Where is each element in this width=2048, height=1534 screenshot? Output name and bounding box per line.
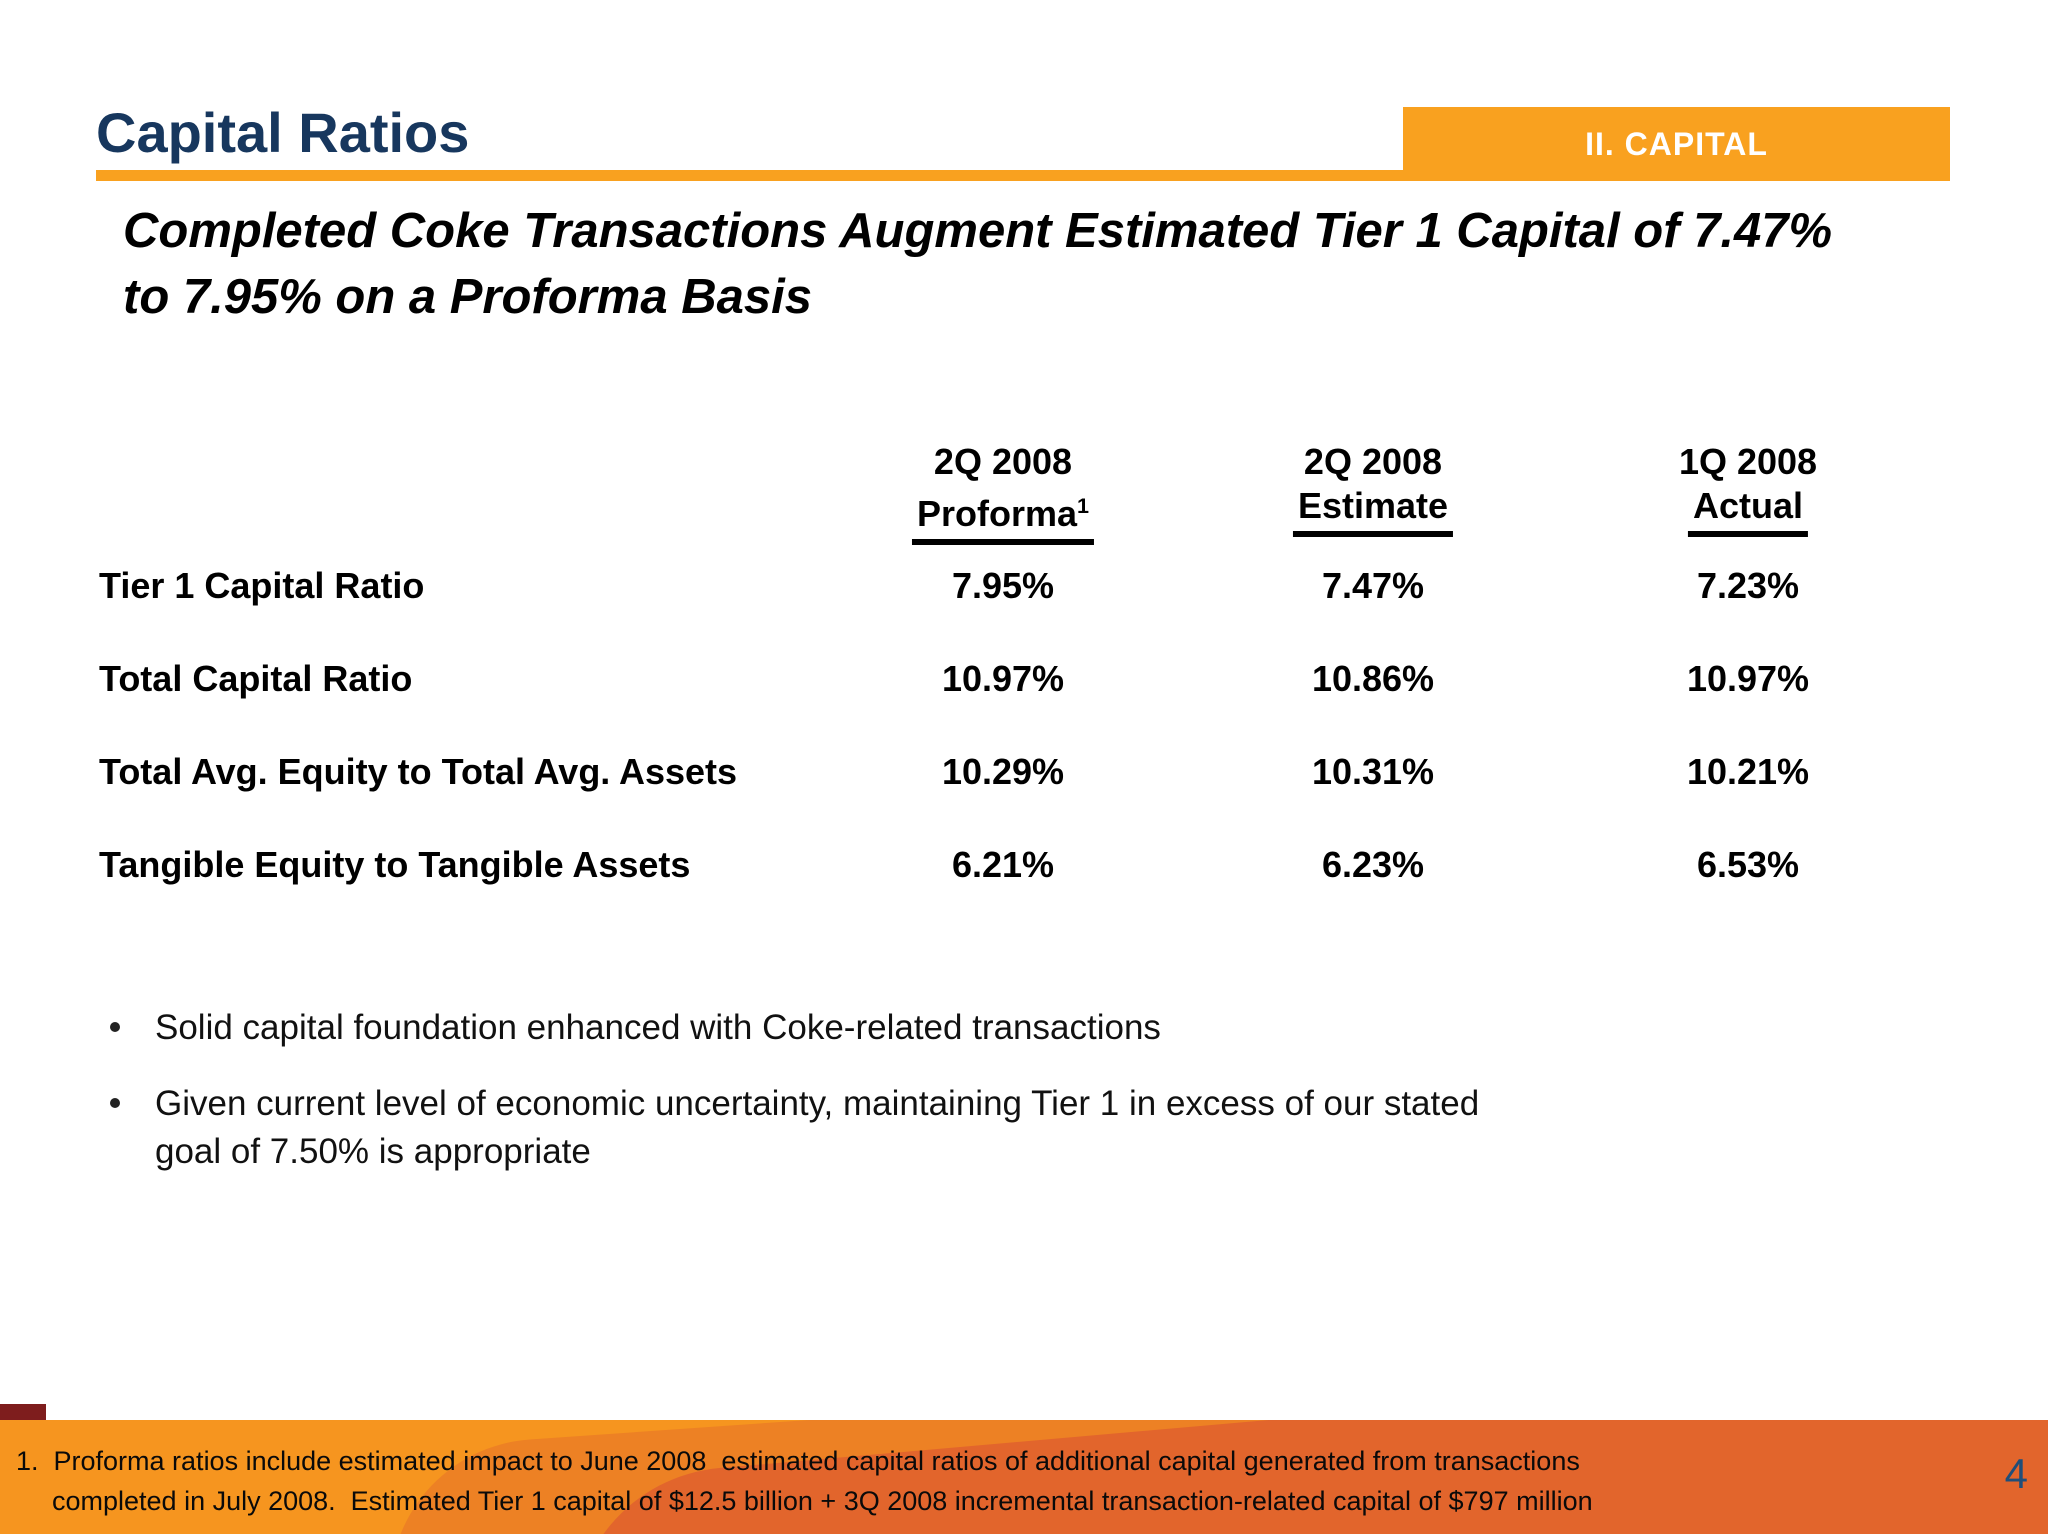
cell-value: 10.31% (1311, 751, 1435, 792)
row-label: Tier 1 Capital Ratio (99, 565, 425, 606)
headline-line-1: Completed Coke Transactions Augment Esti… (123, 204, 1833, 258)
section-badge-label: II. CAPITAL (1585, 125, 1768, 162)
bullet-text-line: Solid capital foundation enhanced with C… (155, 1008, 1161, 1047)
footnote-line-1: 1. Proforma ratios include estimated imp… (16, 1446, 1580, 1476)
footer: 1. Proforma ratios include estimated imp… (0, 1420, 2048, 1534)
column-header-period: 2Q 2008 (933, 441, 1073, 482)
headline-line-2: to 7.95% on a Proforma Basis (123, 270, 812, 324)
column-header-label: Proforma1 (911, 484, 1095, 545)
cell-value: 6.21% (951, 844, 1055, 885)
cell-value: 7.47% (1321, 565, 1425, 606)
bullet-dot (110, 1098, 120, 1108)
bullet-text-line: Given current level of economic uncertai… (155, 1084, 1480, 1123)
footnote-line-2: completed in July 2008. Estimated Tier 1… (52, 1486, 1593, 1516)
page-number: 4 (2004, 1450, 2028, 1497)
row-label: Total Avg. Equity to Total Avg. Assets (99, 751, 738, 792)
column-header-actual: 1Q 2008 Actual (1679, 440, 1817, 537)
section-badge: II. CAPITAL (1403, 107, 1950, 181)
cell-value: 7.95% (951, 565, 1055, 606)
footnote-marker: 1 (1077, 493, 1090, 518)
row-label: Total Capital Ratio (99, 658, 413, 699)
cell-value: 6.23% (1321, 844, 1425, 885)
bullet-item: Given current level of economic uncertai… (155, 1080, 1479, 1176)
table-row: Tangible Equity to Tangible Assets 6.21%… (0, 844, 2048, 888)
column-header-estimate: 2Q 2008 Estimate (1292, 440, 1454, 537)
page-title: Capital Ratios (96, 101, 470, 164)
table-row: Tier 1 Capital Ratio 7.95% 7.47% 7.23% (0, 565, 2048, 609)
cell-value: 10.21% (1686, 751, 1810, 792)
column-header-period: 1Q 2008 (1678, 441, 1818, 482)
column-header-proforma: 2Q 2008 Proforma1 (911, 440, 1095, 545)
cell-value: 10.97% (1686, 658, 1810, 699)
bullet-dot (110, 1022, 120, 1032)
table-row: Total Avg. Equity to Total Avg. Assets 1… (0, 751, 2048, 795)
maroon-accent-shape (0, 1404, 46, 1424)
column-header-label: Actual (1687, 484, 1809, 537)
title-underline-rule (96, 170, 1950, 181)
column-header-period: 2Q 2008 (1303, 441, 1443, 482)
cell-value: 10.86% (1311, 658, 1435, 699)
table-row: Total Capital Ratio 10.97% 10.86% 10.97% (0, 658, 2048, 702)
row-label: Tangible Equity to Tangible Assets (99, 844, 691, 885)
bullet-text-line: goal of 7.50% is appropriate (155, 1132, 591, 1171)
cell-value: 10.29% (941, 751, 1065, 792)
cell-value: 10.97% (941, 658, 1065, 699)
cell-value: 7.23% (1696, 565, 1800, 606)
cell-value: 6.53% (1696, 844, 1800, 885)
bullet-item: Solid capital foundation enhanced with C… (155, 1004, 1161, 1052)
column-header-label: Estimate (1292, 484, 1454, 537)
headline: Completed Coke Transactions Augment Esti… (123, 198, 1983, 330)
